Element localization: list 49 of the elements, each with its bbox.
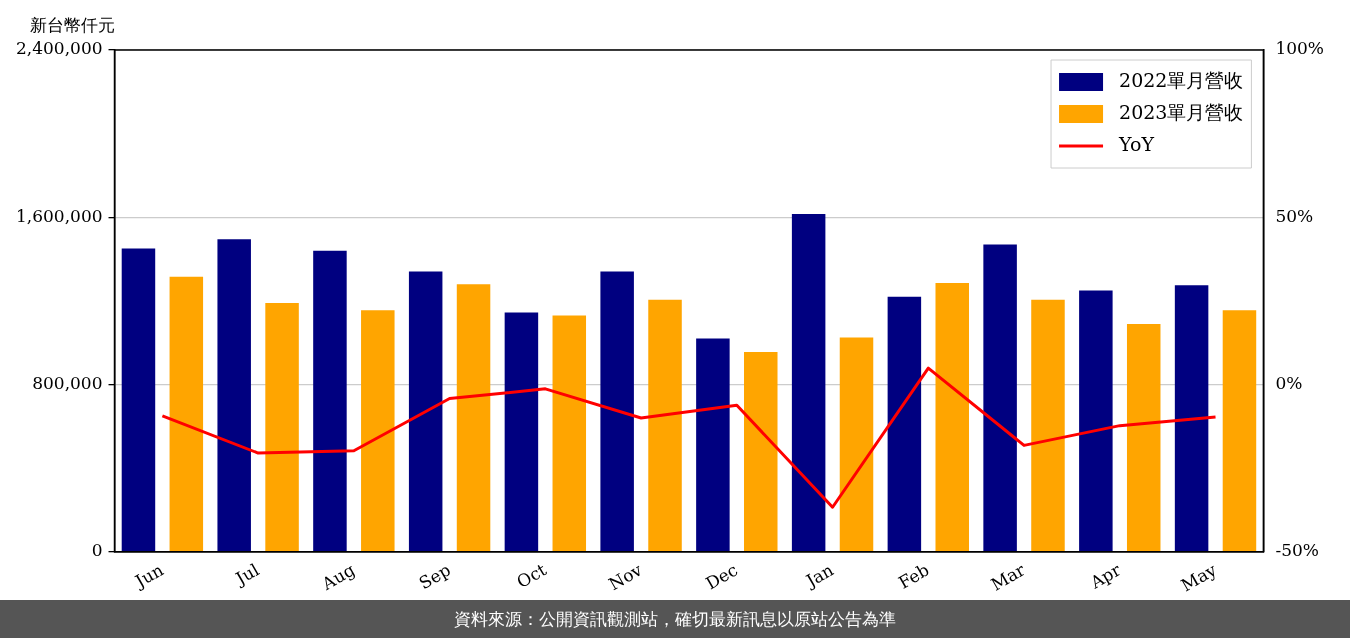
x-tick-label: May [1177, 559, 1221, 596]
bar [839, 337, 874, 552]
bar [887, 296, 922, 552]
x-tick-label: Jun [130, 559, 167, 593]
bar [983, 244, 1017, 552]
y2-tick-label: -50% [1275, 540, 1319, 561]
x-tick-label: Nov [605, 559, 646, 595]
bar [121, 248, 156, 552]
x-tick-label: Oct [513, 559, 550, 593]
bar [1222, 310, 1257, 552]
source-note: 資料來源：公開資訊觀測站，確切最新訊息以原站公告為準 [0, 600, 1350, 638]
bar [648, 299, 682, 552]
bar [791, 214, 826, 552]
bar [169, 276, 204, 552]
legend-label: 2022單月營收 [1119, 68, 1244, 91]
x-tick-label: Jul [230, 559, 263, 590]
bar [1126, 323, 1161, 552]
y2-tick-label: 0% [1275, 372, 1303, 393]
y-tick-label: 800,000 [32, 372, 103, 393]
x-tick-label: Jan [800, 559, 837, 592]
bar [313, 250, 347, 552]
bar [265, 302, 299, 552]
y2-tick-label: 100% [1275, 38, 1325, 59]
x-tick-label: Mar [987, 559, 1030, 595]
x-tick-label: Dec [702, 559, 742, 594]
bar [1079, 290, 1113, 552]
y-tick-label: 1,600,000 [15, 205, 103, 226]
x-tick-label: Aug [317, 559, 359, 595]
bar [1174, 285, 1209, 552]
legend-label: 2023單月營收 [1119, 100, 1244, 123]
y-tick-label: 0 [91, 540, 103, 561]
x-tick-label: Sep [415, 559, 454, 594]
bar [1031, 299, 1065, 552]
bar [217, 239, 251, 552]
x-tick-label: Feb [895, 559, 933, 593]
bar [935, 283, 969, 552]
bar [456, 284, 491, 552]
y-tick-label: 2,400,000 [15, 38, 103, 59]
bar [408, 271, 443, 552]
bar [744, 352, 778, 552]
y-axis-title: 新台幣仟元 [30, 15, 115, 36]
bar [600, 271, 634, 552]
y2-tick-label: 50% [1275, 205, 1314, 226]
bar [504, 312, 539, 552]
legend-label: YoY [1118, 132, 1155, 155]
bar [696, 338, 730, 552]
bar [552, 315, 587, 552]
bar [361, 310, 395, 552]
x-tick-label: Apr [1086, 559, 1125, 594]
